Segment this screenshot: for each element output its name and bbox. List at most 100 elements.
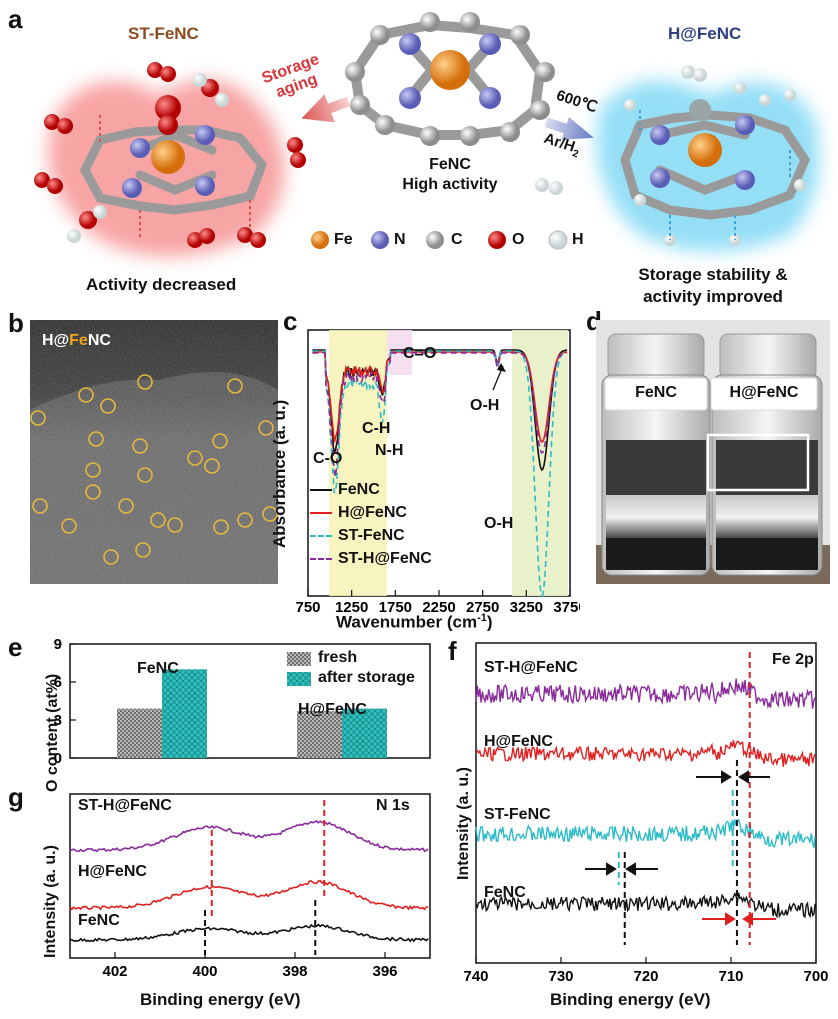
fenc-molecule — [345, 12, 555, 146]
atom-marker-circle — [258, 420, 274, 436]
st-fenc-molecule — [34, 62, 306, 257]
e-bar — [297, 711, 342, 758]
legend-fresh-label: fresh — [318, 649, 358, 666]
f-title: Fe 2p — [772, 651, 814, 668]
e-category-fenc: FeNC — [137, 660, 179, 677]
e-ytick-label: 6 — [54, 674, 62, 691]
legend-h-label: H — [572, 231, 584, 248]
g-label-h-fenc: H@FeNC — [78, 863, 147, 880]
legend-fe-ball — [311, 231, 329, 249]
panel-a-scheme — [34, 12, 820, 257]
e-ylabel: O content (at%) — [44, 673, 61, 792]
atom-marker-circle — [187, 450, 203, 466]
g-title: N 1s — [376, 797, 410, 814]
atom-marker-circle — [137, 467, 153, 483]
ftir-xtick-label: 3750 — [553, 599, 580, 616]
ftir-annotation-co: C-O — [313, 450, 343, 467]
panel-f-letter: f — [448, 636, 457, 666]
ftir-legend-item: FeNC — [310, 478, 432, 501]
legend-c-ball — [426, 231, 444, 249]
atom-marker-circle — [78, 387, 94, 403]
right-caption-line1: Storage stability & — [638, 265, 788, 284]
f-xtick-label: 710 — [718, 968, 743, 985]
f-label-st-fenc: ST-FeNC — [484, 806, 551, 823]
panel-a-letter: a — [8, 4, 23, 34]
f-xlabel: Binding energy (eV) — [550, 990, 711, 1009]
o-content-chart: 0 3 6 9 — [54, 636, 431, 767]
f-shift-arrows — [585, 770, 770, 876]
atom-marker-circle — [85, 484, 101, 500]
vials-photo — [596, 320, 830, 584]
legend-h-ball — [548, 230, 568, 250]
st-fenc-title: ST-FeNC — [128, 24, 199, 43]
f-red-arrows — [702, 912, 776, 926]
g-label-st-h-fenc: ST-H@FeNC — [78, 797, 172, 814]
ftir-xtick-label: 2750 — [466, 599, 499, 616]
g-series-line — [69, 879, 429, 911]
legend-c-label: C — [451, 231, 463, 248]
highlight-box — [706, 433, 810, 492]
atom-marker-circle — [137, 374, 153, 390]
e-category-h-fenc: H@FeNC — [298, 701, 367, 718]
g-xlabel: Binding energy (eV) — [140, 990, 301, 1009]
e-ytick-label: 3 — [54, 712, 62, 729]
f-xtick-label: 720 — [633, 968, 658, 985]
legend-o-label: O — [512, 231, 525, 248]
ftir-xtick-label: 3250 — [510, 599, 543, 616]
ftir-series-line — [312, 352, 568, 478]
ftir-xtick-label: 2250 — [422, 599, 455, 616]
atom-marker-circle — [100, 398, 116, 414]
ftir-series-line — [312, 351, 568, 444]
atom-marker-circle — [32, 498, 48, 514]
f-ylabel: Intensity (a. u.) — [455, 767, 472, 880]
panel-g-letter: g — [8, 782, 24, 812]
ftir-xtick-label: 750 — [295, 599, 320, 616]
e-bar — [117, 708, 162, 758]
ftir-legend: FeNC H@FeNC ST-FeNC ST-H@FeNC — [310, 478, 432, 570]
atom-marker-circle — [213, 519, 229, 535]
f-series-line — [475, 892, 816, 919]
e-ytick-label: 0 — [54, 750, 62, 767]
ftir-ylabel: Absorbance (a. u.) — [270, 399, 289, 548]
atom-marker-circle — [118, 498, 134, 514]
atom-marker-circle — [30, 410, 46, 426]
g-xtick-label: 400 — [192, 963, 217, 980]
n1s-chart: 402 400 398 396 — [69, 793, 431, 980]
legend-o-ball — [488, 231, 506, 249]
atom-marker-circle — [150, 512, 166, 528]
fenc-center-title: FeNC — [429, 156, 471, 173]
panel-b-letter: b — [8, 308, 24, 338]
e-bar — [342, 708, 387, 758]
stem-image-texture — [30, 320, 278, 584]
stem-label: H@FeNC — [42, 332, 111, 349]
f-label-h-fenc: H@FeNC — [484, 733, 553, 750]
panel-c-letter: c — [283, 306, 298, 336]
legend-storage-label: after storage — [318, 669, 415, 686]
fe2p-chart: 740 730 720 710 700 — [463, 642, 829, 985]
atom-marker-circle — [132, 438, 148, 454]
ftir-xtick-label: 1250 — [335, 599, 368, 616]
vial-label-fenc: FeNC — [635, 384, 677, 401]
legend-n-ball — [371, 231, 389, 249]
ftir-xlabel: Wavenumber (cm-1) — [336, 612, 493, 632]
vials-drawing — [596, 320, 830, 584]
e-ytick-label: 9 — [54, 636, 62, 653]
g-xtick-label: 396 — [372, 963, 397, 980]
g-label-fenc: FeNC — [78, 912, 120, 929]
ftir-chart: 750 1250 1750 2250 2750 3250 3750 — [295, 329, 580, 616]
h-fenc-molecule — [596, 65, 820, 252]
atom-marker-circle — [227, 378, 243, 394]
atom-marker-circle — [61, 518, 77, 534]
g-series-line — [69, 923, 429, 943]
stem-image — [30, 320, 278, 584]
ftir-legend-item: ST-FeNC — [310, 524, 432, 547]
oh-arrowhead — [497, 363, 506, 372]
ftir-annotation-nh: N-H — [375, 442, 404, 459]
legend-storage-swatch — [287, 672, 311, 686]
atom-marker-circle — [85, 462, 101, 478]
ftir-xtick-label: 1750 — [379, 599, 412, 616]
ftir-annotation-ch: C-H — [362, 420, 391, 437]
ftir-annotation-co-double: C=O — [403, 345, 437, 362]
ftir-annotation-oh-1: O-H — [470, 397, 500, 414]
vial-label-h-fenc: H@FeNC — [729, 384, 799, 401]
